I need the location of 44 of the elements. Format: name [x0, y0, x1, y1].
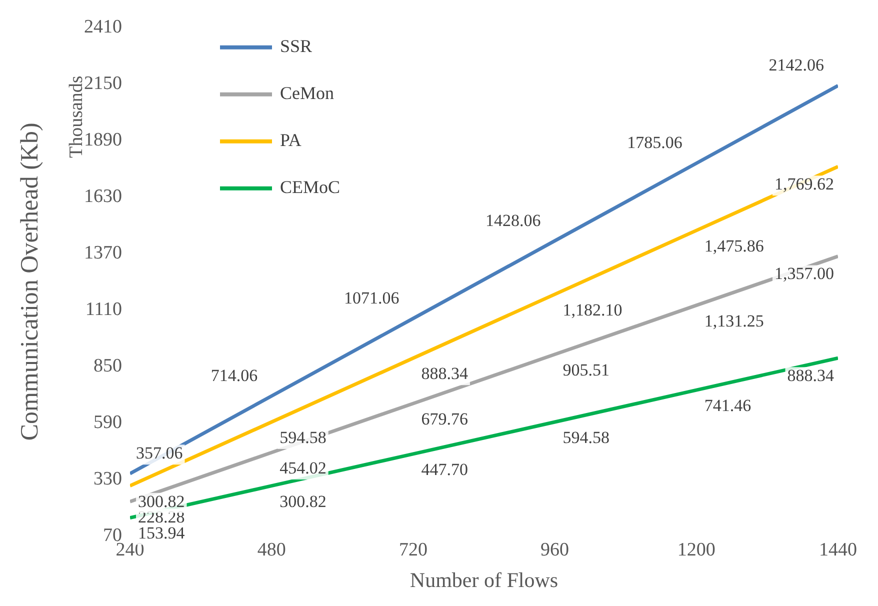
data-label: 741.46: [704, 396, 752, 416]
legend-label: CeMon: [280, 83, 334, 104]
data-label: 1428.06: [486, 210, 541, 230]
data-label: 357.06: [136, 444, 183, 463]
y-tick-label: 2150: [84, 72, 122, 94]
legend-label: SSR: [280, 36, 312, 56]
data-label: 888.34: [787, 366, 834, 386]
x-axis-title: Number of Flows: [410, 568, 558, 592]
y-tick-label: 850: [94, 355, 122, 376]
y-tick-label: 1110: [85, 298, 122, 320]
data-label: 1,357.00: [774, 264, 834, 284]
y-tick-label: 1370: [84, 242, 122, 264]
data-label: 300.82: [280, 492, 326, 511]
y-tick-label: 2410: [84, 16, 122, 38]
y-tick-label: 330: [94, 468, 122, 490]
x-tick-label: 720: [398, 539, 428, 560]
data-label: 594.58: [280, 428, 326, 447]
data-label: 1071.06: [344, 288, 400, 308]
data-label: 454.02: [280, 458, 326, 478]
x-tick-label: 480: [257, 539, 286, 560]
data-label: 300.82: [138, 492, 185, 511]
data-label: 1,475.86: [704, 236, 764, 256]
data-label: 1,182.10: [562, 300, 622, 320]
data-label: 1785.06: [627, 133, 682, 152]
data-label: 2142.06: [768, 56, 824, 75]
data-label: 1,769.62: [774, 174, 834, 194]
y-axis-title: Communication Overhead (Kb): [16, 122, 44, 441]
y-tick-label: 1630: [84, 186, 122, 207]
data-label: 1,131.25: [704, 311, 764, 330]
y-tick-label: 1890: [84, 129, 122, 150]
x-tick-label: 1440: [819, 539, 857, 560]
data-label: 594.58: [562, 428, 610, 447]
data-label: 153.94: [138, 524, 186, 543]
data-label: 447.70: [421, 460, 468, 479]
data-label: 679.76: [421, 409, 468, 428]
legend-label: CEMoC: [280, 177, 340, 198]
y-tick-label: 590: [94, 412, 122, 433]
data-label: 714.06: [210, 366, 258, 385]
legend-label: PA: [280, 130, 302, 150]
x-tick-label: 960: [540, 539, 570, 560]
data-label: 905.51: [562, 360, 610, 380]
data-label: 888.34: [421, 364, 468, 384]
x-tick-label: 1200: [677, 539, 716, 560]
data-label: 228.28: [138, 508, 185, 527]
